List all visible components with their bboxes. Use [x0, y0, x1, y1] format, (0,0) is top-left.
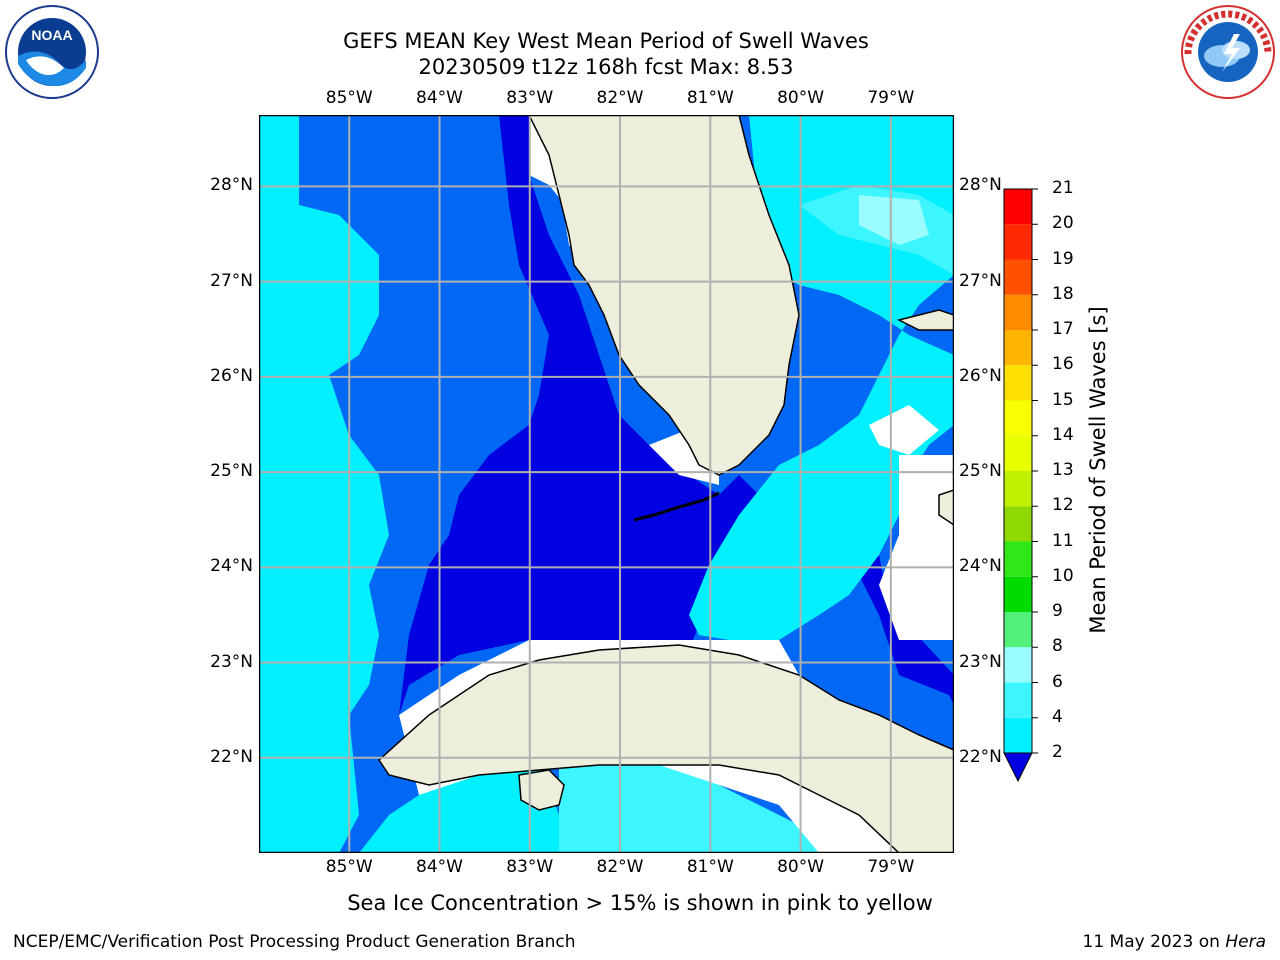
colorbar-tick-label: 4 — [1052, 706, 1063, 727]
lon-tick-label-bottom: 82°W — [596, 857, 644, 877]
colorbar-tick-label: 10 — [1052, 565, 1074, 586]
colorbar — [1000, 185, 1040, 785]
land-bahamas — [896, 309, 954, 331]
colorbar-segment — [1004, 717, 1032, 753]
colorbar-tick-label: 11 — [1052, 530, 1074, 551]
colorbar-segment — [1004, 400, 1032, 436]
lat-tick-label-right: 23°N — [959, 651, 1002, 672]
colorbar-tick-label: 21 — [1052, 178, 1074, 198]
map-border — [259, 115, 954, 853]
colorbar-tick-label: 16 — [1052, 354, 1074, 375]
colorbar-segment — [1004, 224, 1032, 260]
colorbar-tick-label: 20 — [1052, 213, 1074, 234]
colorbar-segment — [1004, 682, 1032, 718]
footer-date-text: 11 May 2023 on — [1082, 932, 1226, 952]
lat-tick-label-right: 22°N — [959, 746, 1002, 767]
colorbar-tick-label: 8 — [1052, 636, 1063, 657]
lon-tick-label-bottom: 81°W — [686, 857, 734, 877]
lon-tick-label-top: 81°W — [686, 88, 734, 108]
footer-host: Hera — [1225, 932, 1266, 952]
colorbar-tick-label: 18 — [1052, 283, 1074, 304]
field-band-2-4-central — [399, 115, 954, 715]
lat-tick-label-right: 27°N — [959, 270, 1002, 291]
colorbar-tick-label: 13 — [1052, 460, 1074, 480]
lat-tick-label-left: 28°N — [210, 175, 253, 196]
colorbar-segment — [1004, 541, 1032, 577]
field-band-9-10-east — [859, 195, 929, 245]
colorbar-tick-label: 6 — [1052, 671, 1063, 692]
no-data-bahamas-2 — [879, 455, 954, 640]
colorbar-segment — [1004, 435, 1032, 471]
colorbar-tick-label: 12 — [1052, 495, 1074, 516]
lon-tick-label-top: 84°W — [416, 88, 463, 108]
lon-tick-label-bottom: 79°W — [867, 857, 915, 877]
lat-tick-label-left: 23°N — [210, 651, 253, 672]
lat-tick-label-right: 28°N — [959, 175, 1002, 196]
field-band-6-8-west — [259, 115, 389, 853]
colorbar-segment — [1004, 576, 1032, 612]
nws-logo — [1178, 4, 1278, 100]
colorbar-tick-label: 19 — [1052, 248, 1074, 269]
lon-tick-label-top: 79°W — [867, 88, 915, 108]
lat-tick-label-left: 26°N — [210, 365, 253, 386]
lat-tick-label-right: 24°N — [959, 556, 1002, 577]
lon-tick-label-top: 83°W — [506, 88, 554, 108]
colorbar-segment — [1004, 647, 1032, 683]
no-data-bahamas — [869, 405, 939, 455]
colorbar-tick-label: 15 — [1052, 389, 1074, 410]
field-band-8-9-south — [559, 755, 859, 853]
lat-tick-label-right: 25°N — [959, 461, 1002, 482]
land-keys — [633, 491, 720, 522]
chart-subtitle: 20230509 t12z 168h fcst Max: 8.53 — [418, 55, 794, 79]
lat-tick-label-left: 27°N — [210, 270, 253, 291]
lon-tick-label-bottom: 83°W — [506, 857, 554, 877]
lon-tick-label-bottom: 85°W — [325, 857, 373, 877]
svg-text:NOAA: NOAA — [31, 27, 72, 43]
noaa-logo: NOAA — [2, 4, 102, 100]
lat-tick-label-left: 24°N — [210, 556, 253, 577]
colorbar-segment — [1004, 294, 1032, 330]
colorbar-segment — [1004, 506, 1032, 542]
colorbar-label: Mean Period of Swell Waves [s] — [1086, 306, 1110, 634]
colorbar-tick-label: 14 — [1052, 424, 1074, 445]
colorbar-segment — [1004, 189, 1032, 225]
colorbar-segment — [1004, 259, 1032, 295]
lon-tick-label-top: 85°W — [325, 88, 373, 108]
lat-tick-label-right: 26°N — [959, 365, 1002, 386]
lon-tick-label-top: 80°W — [777, 88, 825, 108]
chart-title: GEFS MEAN Key West Mean Period of Swell … — [343, 29, 869, 53]
lat-tick-label-left: 25°N — [210, 461, 253, 482]
colorbar-segment — [1004, 365, 1032, 401]
colorbar-tick-label: 2 — [1052, 742, 1063, 762]
colorbar-extend-low — [1003, 752, 1033, 783]
land-cuba — [378, 644, 954, 853]
sea-ice-note: Sea Ice Concentration > 15% is shown in … — [347, 891, 933, 915]
lon-tick-label-top: 82°W — [596, 88, 644, 108]
lon-tick-label-bottom: 84°W — [416, 857, 463, 877]
colorbar-tick-label: 9 — [1052, 601, 1063, 621]
map-panel — [259, 115, 954, 853]
footer-date: 11 May 2023 on Hera — [1083, 932, 1267, 952]
colorbar-segment — [1004, 612, 1032, 648]
footer-producer: NCEP/EMC/Verification Post Processing Pr… — [13, 932, 576, 952]
land-andros — [938, 489, 954, 526]
land-florida — [528, 115, 800, 476]
colorbar-segment — [1004, 471, 1032, 507]
colorbar-tick-label: 17 — [1052, 319, 1074, 339]
map-gridlines — [259, 115, 954, 853]
colorbar-segment — [1004, 330, 1032, 366]
lat-tick-label-left: 22°N — [210, 746, 253, 767]
lon-tick-label-bottom: 80°W — [777, 857, 825, 877]
